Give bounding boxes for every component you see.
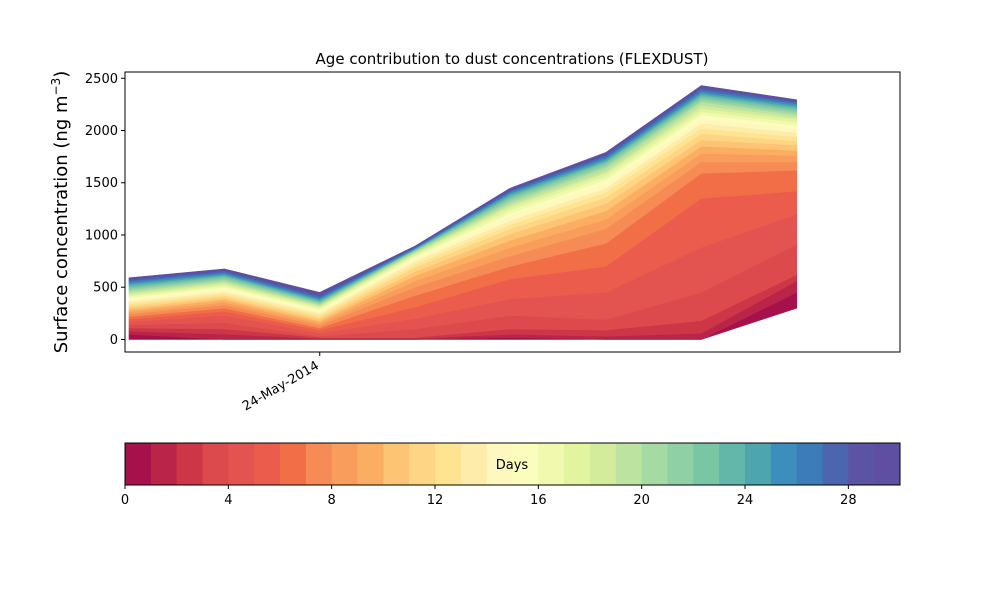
colorbar-swatch xyxy=(770,443,798,485)
y-axis-label-close: ) xyxy=(51,71,72,78)
colorbar-tick-label: 4 xyxy=(224,493,232,508)
colorbar-tick-label: 0 xyxy=(121,493,129,508)
colorbar-swatch xyxy=(667,443,694,485)
y-axis-label-superscript: −3 xyxy=(49,78,63,96)
colorbar-swatch xyxy=(564,443,591,485)
colorbar-swatch xyxy=(590,443,617,485)
colorbar xyxy=(125,443,901,485)
y-axis-label: Surface concentration (ng m−3) xyxy=(49,71,72,354)
colorbar-tick-label: 28 xyxy=(840,493,857,508)
colorbar-swatch xyxy=(409,443,436,485)
colorbar-swatch xyxy=(512,443,539,485)
colorbar-swatch xyxy=(202,443,229,485)
colorbar-swatch xyxy=(745,443,772,485)
y-tick-label: 1000 xyxy=(85,228,118,243)
area-day-29 xyxy=(128,85,797,295)
colorbar-swatch xyxy=(796,443,823,485)
colorbar-swatch xyxy=(254,443,281,485)
colorbar-swatch xyxy=(357,443,384,485)
colorbar-swatch xyxy=(460,443,488,485)
colorbar-swatch xyxy=(874,443,901,485)
colorbar-tick-label: 12 xyxy=(427,493,444,508)
x-axis: 24-May-2014 xyxy=(240,352,322,414)
colorbar-tick-label: 24 xyxy=(737,493,754,508)
x-tick-label: 24-May-2014 xyxy=(240,358,322,414)
colorbar-swatch xyxy=(486,443,513,485)
chart-title: Age contribution to dust concentrations … xyxy=(316,50,709,68)
stacked-area-layers xyxy=(128,85,797,340)
y-tick-label: 1500 xyxy=(85,176,118,191)
colorbar-swatch xyxy=(305,443,333,485)
y-tick-label: 2500 xyxy=(85,72,118,87)
colorbar-swatch xyxy=(435,443,462,485)
colorbar-swatch xyxy=(719,443,746,485)
colorbar-frame xyxy=(124,442,901,486)
plot-frame xyxy=(124,71,901,353)
colorbar-swatch xyxy=(641,443,668,485)
y-tick-label: 2000 xyxy=(85,124,118,139)
colorbar-swatch xyxy=(176,443,203,485)
y-axis: 0 500 1000 1500 2000 2500 xyxy=(85,72,125,348)
colorbar-ticks: 0 4 8 12 16 20 24 28 xyxy=(121,485,857,508)
colorbar-swatch xyxy=(822,443,849,485)
colorbar-swatch xyxy=(150,443,178,485)
colorbar-swatch xyxy=(280,443,307,485)
colorbar-label: Days xyxy=(496,458,529,473)
colorbar-swatch xyxy=(848,443,875,485)
y-axis-label-text: Surface concentration (ng m xyxy=(51,95,72,353)
y-tick-label: 500 xyxy=(93,281,118,296)
colorbar-swatch xyxy=(538,443,565,485)
colorbar-swatch xyxy=(383,443,410,485)
colorbar-tick-label: 20 xyxy=(633,493,650,508)
colorbar-swatch xyxy=(125,443,152,485)
colorbar-swatch xyxy=(693,443,720,485)
colorbar-swatch xyxy=(228,443,255,485)
colorbar-swatch xyxy=(615,443,643,485)
colorbar-swatch xyxy=(331,443,358,485)
y-tick-label: 0 xyxy=(110,333,118,348)
colorbar-tick-label: 16 xyxy=(530,493,547,508)
colorbar-tick-label: 8 xyxy=(328,493,336,508)
